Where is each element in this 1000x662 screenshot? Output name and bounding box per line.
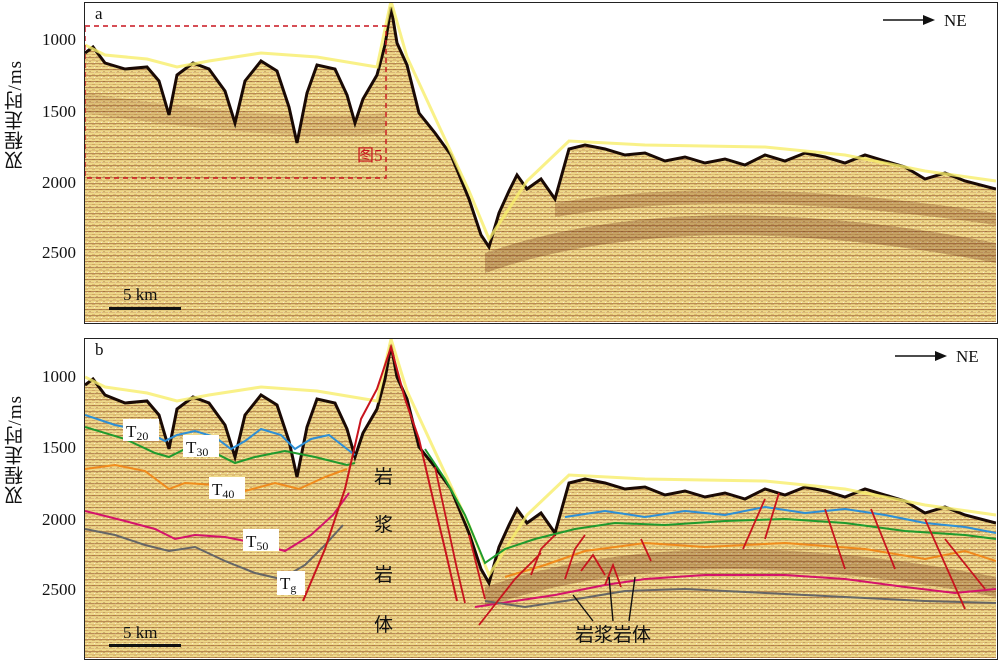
horizon-label-t30: T30 bbox=[186, 438, 208, 459]
figure5-dashed-box bbox=[85, 25, 387, 179]
tick-b-1500: 1500 bbox=[42, 438, 76, 457]
tick-b-1000: 1000 bbox=[42, 367, 76, 386]
scale-bar-label-a: 5 km bbox=[123, 285, 157, 304]
arrow-right-icon-a bbox=[883, 15, 935, 25]
panel-letter-b: b bbox=[95, 340, 104, 359]
horizon-t30 bbox=[85, 426, 356, 467]
direction-label-a: NE bbox=[944, 11, 967, 30]
scale-bar-label-b: 5 km bbox=[123, 623, 157, 642]
magma-body-outline bbox=[302, 343, 458, 602]
magma-main-char-2: 浆 bbox=[374, 514, 393, 536]
horizon-tg-east bbox=[484, 587, 996, 609]
magma-main-char-4: 体 bbox=[374, 614, 393, 636]
seismic-section-a: a NE 5 km 图5 bbox=[85, 3, 996, 322]
tick-b-2000: 2000 bbox=[42, 510, 76, 529]
horizon-label-t20: T20 bbox=[126, 422, 148, 443]
scale-bar-b bbox=[109, 644, 181, 647]
magma-main-char-3: 岩 bbox=[374, 564, 393, 586]
panel-letter-a: a bbox=[95, 4, 103, 23]
tick-b-2500: 2500 bbox=[42, 580, 76, 599]
scale-bar-a bbox=[109, 307, 181, 310]
horizon-tg bbox=[85, 524, 344, 581]
figure5-box-label: 图5 bbox=[357, 146, 383, 165]
horizon-label-t40: T40 bbox=[212, 480, 234, 501]
panel-a: a NE 5 km 图5 bbox=[84, 2, 998, 324]
seafloor-reflector-b bbox=[85, 344, 996, 587]
arrow-right-icon-b bbox=[895, 351, 947, 361]
magma-main-char-1: 岩 bbox=[374, 466, 393, 488]
horizon-t50-east bbox=[474, 574, 996, 608]
fault-lines bbox=[434, 466, 986, 626]
tick-a-1500: 1500 bbox=[42, 102, 76, 121]
horizon-t20-east bbox=[564, 505, 996, 534]
tick-a-2000: 2000 bbox=[42, 173, 76, 192]
panel-b: b NE 5 km T20 T30 T40 T50 Tg 岩 浆 岩 体 岩浆岩… bbox=[84, 338, 998, 660]
magma-body-label: 岩浆岩体 bbox=[575, 624, 651, 646]
horizon-label-tg: Tg bbox=[280, 574, 296, 595]
horizon-t30-east bbox=[424, 448, 996, 565]
magma-leader-lines bbox=[572, 576, 636, 622]
direction-label-b: NE bbox=[956, 347, 979, 366]
tick-a-2500: 2500 bbox=[42, 243, 76, 262]
horizon-label-t50: T50 bbox=[246, 532, 268, 553]
tick-a-1000: 1000 bbox=[42, 30, 76, 49]
seismic-section-b: b NE 5 km T20 T30 T40 T50 Tg 岩 浆 岩 体 岩浆岩… bbox=[85, 339, 996, 658]
seafloor-reflector-a bbox=[85, 6, 996, 251]
horizon-t50 bbox=[85, 492, 350, 553]
